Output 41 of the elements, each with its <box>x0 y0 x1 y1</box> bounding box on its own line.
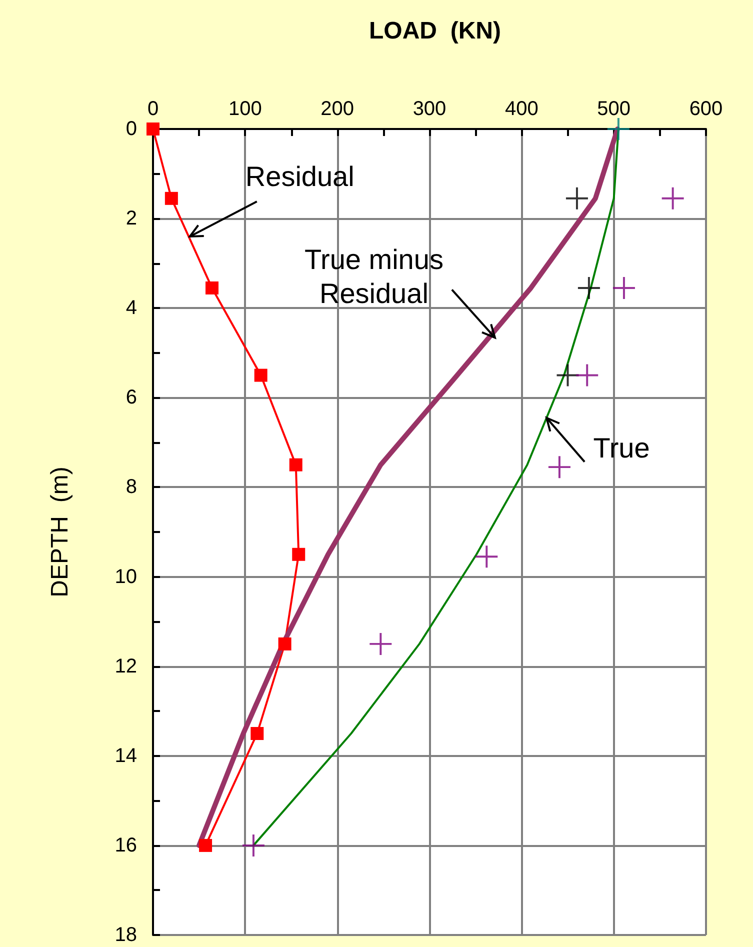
x-tick-label: 200 <box>320 98 354 120</box>
point <box>578 276 600 299</box>
y-axis-title: DEPTH (m) <box>46 466 74 598</box>
point <box>199 838 212 852</box>
x-tick-label: 0 <box>147 98 159 120</box>
point <box>292 548 306 561</box>
point <box>164 192 178 205</box>
x-tick-label: 300 <box>412 98 446 120</box>
point <box>566 187 588 210</box>
x-tick-label: 100 <box>228 98 262 120</box>
annotation: True <box>593 432 650 464</box>
point <box>476 546 498 568</box>
point <box>146 122 160 136</box>
x-tick-label: 600 <box>689 98 723 120</box>
y-tick-label: 0 <box>126 118 137 140</box>
point <box>548 456 570 478</box>
y-tick-label: 16 <box>114 834 137 856</box>
point <box>370 632 392 655</box>
annotation: True minus Residual <box>304 244 444 310</box>
point <box>205 281 218 294</box>
point <box>289 458 302 472</box>
y-tick-label: 18 <box>114 924 137 946</box>
y-tick-label: 2 <box>126 208 137 230</box>
x-tick-label: 500 <box>597 98 631 120</box>
point <box>242 834 264 856</box>
y-tick-label: 12 <box>114 655 137 678</box>
point <box>254 368 268 382</box>
point <box>250 727 264 740</box>
x-tick-label: 400 <box>504 98 538 120</box>
point <box>607 118 630 140</box>
y-tick-label: 8 <box>126 476 137 498</box>
point <box>576 364 598 386</box>
point <box>662 187 684 210</box>
y-tick-label: 14 <box>114 744 137 767</box>
annotation: Residual <box>245 160 354 192</box>
point <box>278 637 292 650</box>
y-tick-label: 6 <box>126 386 137 409</box>
y-tick-label: 4 <box>126 297 137 320</box>
y-tick-label: 10 <box>114 566 137 588</box>
point <box>612 276 635 299</box>
chart-title: LOAD (KN) <box>369 18 501 44</box>
